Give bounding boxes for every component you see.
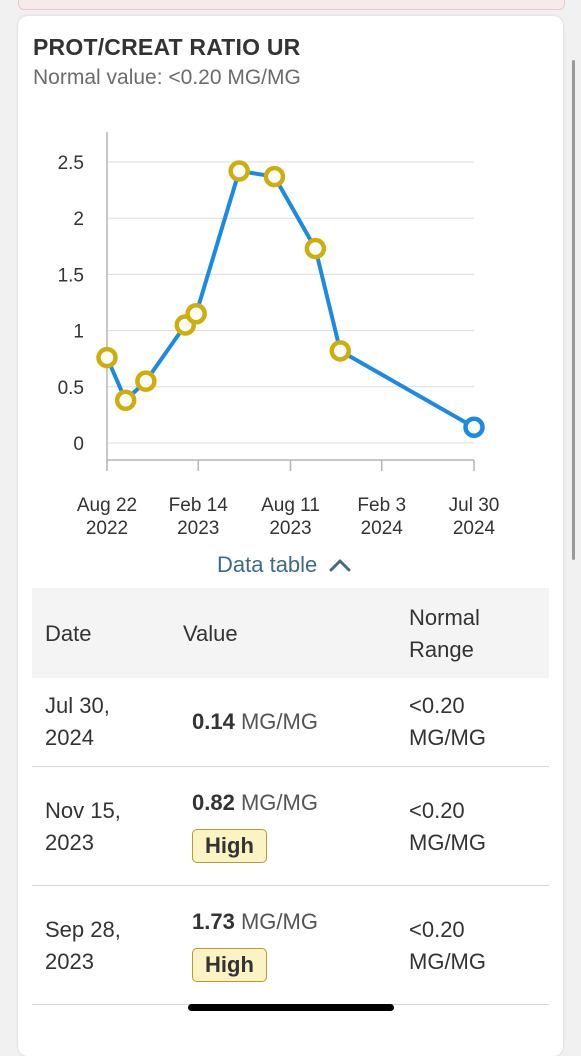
- row-value: 0.82 MG/MG: [192, 787, 318, 819]
- y-tick-label: 1: [73, 322, 84, 343]
- row-date-line1: Sep 28,: [45, 917, 121, 942]
- high-data-point: [228, 160, 250, 182]
- data-table-toggle[interactable]: Data table: [217, 552, 351, 578]
- x-tick-label: 2024: [453, 518, 496, 539]
- high-data-point: [304, 237, 327, 260]
- x-tick-label: 2023: [269, 518, 311, 539]
- value-unit: MG/MG: [240, 709, 318, 734]
- high-data-point: [329, 340, 352, 362]
- high-flag-badge: High: [192, 948, 267, 982]
- series-line: [105, 168, 475, 430]
- data-table: Date Value Normal Range Jul 30, 2024 0.1…: [32, 588, 549, 1005]
- x-tick-label: Aug 22: [77, 495, 137, 516]
- test-title: PROT/CREAT RATIO UR: [33, 34, 301, 60]
- high-flag-badge: High: [192, 829, 267, 863]
- y-tick-label: 0: [73, 434, 84, 455]
- row-range-line1: <0.20: [409, 917, 465, 942]
- x-tick-label: 2024: [361, 518, 404, 539]
- header-range-line1: Normal: [409, 605, 480, 630]
- table-row: Sep 28, 2023 1.73 MG/MG High <0.20 MG/MG: [32, 886, 549, 1005]
- row-value: 0.14 MG/MG: [192, 706, 318, 738]
- value-number: 0.14: [192, 709, 235, 734]
- row-flag: High: [192, 948, 267, 982]
- high-data-point: [185, 302, 207, 325]
- x-tick-label: 2022: [86, 518, 128, 539]
- table-row: Nov 15, 2023 0.82 MG/MG High <0.20 MG/MG: [32, 767, 549, 886]
- row-flag: High: [192, 829, 267, 863]
- y-tick-label: 0.5: [58, 378, 84, 399]
- table-row: Jul 30, 2024 0.14 MG/MG <0.20 MG/MG: [32, 678, 549, 767]
- result-card: PROT/CREAT RATIO UR Normal value: <0.20 …: [18, 16, 563, 1056]
- value-unit: MG/MG: [240, 909, 318, 934]
- x-tick-label: Jul 30: [449, 495, 500, 516]
- row-range-line1: <0.20: [409, 798, 465, 823]
- scrollbar[interactable]: [572, 60, 575, 560]
- chevron-up-icon: [329, 559, 351, 572]
- x-tick-label: Aug 11: [261, 495, 320, 516]
- home-indicator: [188, 1004, 394, 1011]
- row-date-line2: 2023: [45, 949, 94, 974]
- high-data-point: [114, 389, 137, 412]
- data-point: [463, 416, 485, 439]
- y-tick-label: 1.5: [58, 265, 84, 286]
- high-data-point: [96, 346, 118, 369]
- header-range-line2: Range: [409, 637, 474, 662]
- x-tick-label: Feb 3: [357, 495, 406, 516]
- row-range-line2: MG/MG: [409, 830, 486, 855]
- normal-value-subtitle: Normal value: <0.20 MG/MG: [33, 66, 301, 89]
- row-range-line1: <0.20: [409, 693, 465, 718]
- y-tick-label: 2.5: [58, 153, 84, 174]
- row-date-line2: 2023: [45, 830, 94, 855]
- row-value: 1.73 MG/MG: [192, 906, 318, 938]
- y-tick-label: 2: [73, 209, 84, 230]
- row-range-line2: MG/MG: [409, 949, 486, 974]
- x-tick-label: Feb 14: [169, 495, 229, 516]
- top-banner-edge: [18, 0, 565, 10]
- data-table-toggle-label: Data table: [217, 552, 318, 577]
- x-tick-label: 2023: [177, 518, 219, 539]
- value-unit: MG/MG: [240, 790, 318, 815]
- value-number: 0.82: [192, 790, 235, 815]
- header-value: Value: [183, 621, 238, 646]
- row-date-line1: Nov 15,: [45, 798, 121, 823]
- header-date: Date: [45, 621, 92, 646]
- table-header: Date Value Normal Range: [32, 588, 549, 678]
- high-data-point: [135, 370, 157, 392]
- row-range-line2: MG/MG: [409, 725, 486, 750]
- value-number: 1.73: [192, 909, 235, 934]
- row-date-line1: Jul 30,: [45, 693, 110, 718]
- high-data-point: [263, 165, 286, 188]
- row-date-line2: 2024: [45, 725, 94, 750]
